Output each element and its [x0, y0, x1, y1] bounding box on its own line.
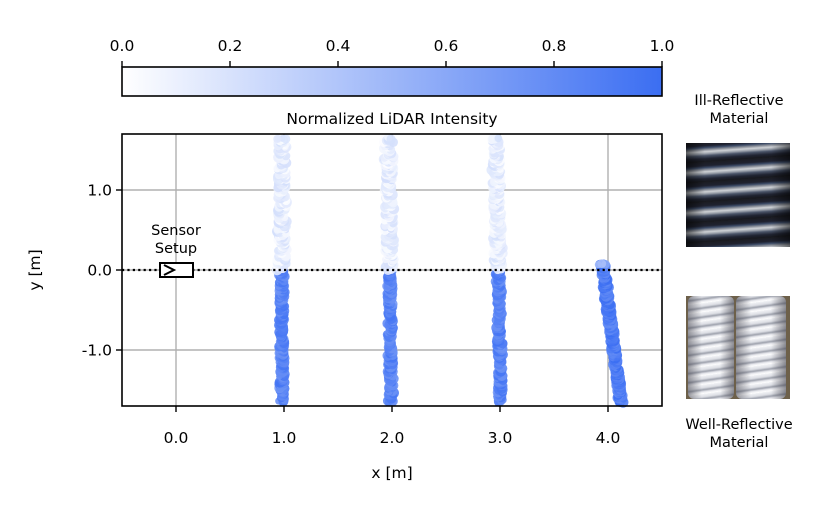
colorbar-tick-label: 0.2 [218, 37, 243, 55]
colorbar-label: Normalized LiDAR Intensity [286, 110, 497, 128]
x-tick-label: 1.0 [272, 429, 297, 447]
plot-area: Sensor Setup 0.0 1.0 2.0 3.0 4.0 1.0 0.0 -1.0 [82, 133, 663, 447]
ill-reflective-material-photo [686, 143, 790, 247]
colorbar-tick-label: 0.6 [434, 37, 459, 55]
y-axis-label: y [m] [26, 249, 44, 290]
point-cloud-column-2 [378, 133, 400, 407]
sensor-setup-marker [159, 262, 194, 278]
point-cloud-column-3 [486, 133, 508, 407]
colorbar-gradient [121, 66, 663, 97]
white-hose-left [688, 296, 734, 399]
x-tick-label: 3.0 [488, 429, 513, 447]
colorbar-ticks: 0.0 0.2 0.4 0.6 0.8 1.0 [110, 37, 675, 67]
lidar-point [594, 261, 602, 269]
lidar-point [273, 134, 282, 144]
x-tick-label: 4.0 [596, 429, 621, 447]
sensor-arrow-icon [163, 264, 177, 276]
y-tick-label: -1.0 [82, 342, 112, 360]
sensor-annotation-line1: Sensor [151, 223, 201, 239]
x-axis-ticks: 0.0 1.0 2.0 3.0 4.0 [164, 406, 621, 447]
colorbar-tick-label: 0.0 [110, 37, 135, 55]
well-reflective-label-line2: Material [710, 435, 769, 451]
ill-reflective-label-line2: Material [710, 111, 769, 127]
colorbar-tick-label: 0.8 [542, 37, 567, 55]
well-reflective-label-line1: Well-Reflective [685, 417, 792, 433]
y-tick-label: 0.0 [87, 262, 112, 280]
lidar-point [386, 134, 396, 144]
y-axis-ticks: 1.0 0.0 -1.0 [82, 182, 122, 360]
x-tick-label: 0.0 [164, 429, 189, 447]
well-reflective-material-photo [686, 296, 790, 399]
white-hose-right [736, 296, 786, 399]
lidar-point [494, 134, 503, 143]
colorbar-tick-label: 1.0 [650, 37, 675, 55]
colorbar-tick-label: 0.4 [326, 37, 351, 55]
point-cloud-column-4 [594, 259, 629, 408]
point-cloud-column-1 [271, 134, 292, 407]
data-points [271, 133, 629, 408]
sensor-annotation-line2: Setup [155, 241, 197, 257]
lidar-point [281, 134, 291, 144]
x-axis-label: x [m] [371, 464, 412, 482]
ill-reflective-label-line1: Ill-Reflective [694, 93, 783, 109]
y-tick-label: 1.0 [87, 182, 112, 200]
x-tick-label: 2.0 [380, 429, 405, 447]
colorbar: 0.0 0.2 0.4 0.6 0.8 1.0 Normalized LiDAR Inte… [110, 37, 675, 128]
